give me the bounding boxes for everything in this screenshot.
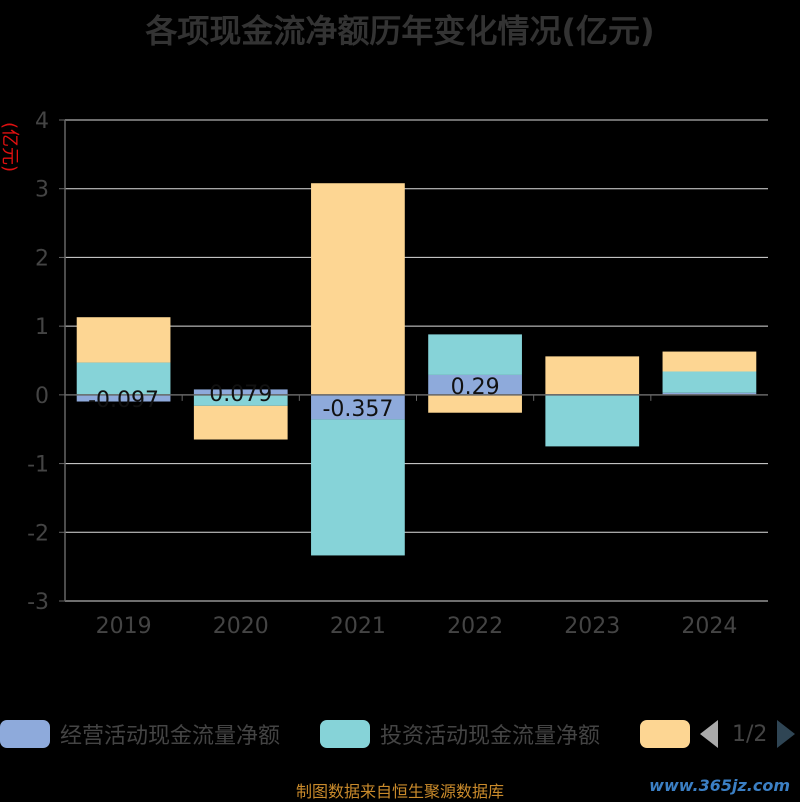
bar-2020-s2 [193, 405, 288, 440]
bar-2021-s2 [311, 183, 405, 395]
legend-item-operating[interactable]: 经营活动现金流量净额 [0, 716, 280, 752]
legend-label-operating: 经营活动现金流量净额 [60, 724, 281, 749]
data-label: -0.097 [88, 388, 159, 413]
bar-2019-s2 [76, 317, 171, 363]
bar-2020-s0 [193, 389, 288, 395]
legend-swatch-investing [320, 720, 370, 748]
watermark-logo: www.365jz.com [649, 776, 790, 795]
legend-pager: 1/2 [700, 716, 796, 752]
y-tick-label: 2 [35, 246, 49, 271]
bar-2022-s0 [428, 374, 522, 395]
data-label: 0.079 [209, 382, 272, 407]
x-tick-label: 2021 [330, 614, 386, 639]
bar-2021-s0 [311, 394, 405, 420]
bar-2019-s1 [76, 362, 171, 395]
bar-2022-s1 [428, 334, 522, 375]
legend-swatch-operating [0, 720, 50, 748]
y-tick-label: 4 [35, 109, 49, 134]
y-tick-label: -3 [27, 590, 49, 615]
y-tick-label: 3 [35, 178, 49, 203]
bar-2024-s0 [662, 392, 757, 395]
bar-2024-s1 [662, 371, 757, 393]
legend-item-third[interactable] [640, 716, 690, 752]
bar-2020-s1 [193, 394, 288, 406]
x-tick-label: 2019 [96, 614, 152, 639]
x-tick-label: 2024 [681, 614, 737, 639]
bar-2024-s2 [662, 351, 757, 372]
y-tick-label: 0 [35, 384, 49, 409]
x-tick-label: 2020 [213, 614, 269, 639]
legend: 经营活动现金流量净额 投资活动现金流量净额 1/2 [0, 716, 800, 756]
bar-2021-s1 [311, 419, 405, 556]
bar-2022-s2 [428, 394, 522, 413]
y-tick-label: -2 [27, 521, 49, 546]
data-label: -0.357 [322, 397, 393, 422]
legend-page-indicator: 1/2 [732, 721, 768, 747]
y-tick-label: 1 [35, 315, 49, 340]
x-tick-label: 2023 [564, 614, 620, 639]
bar-2023-s2 [545, 356, 640, 395]
data-label: 0.29 [451, 375, 500, 400]
bar-2019-s0 [76, 394, 171, 402]
chart-title: 各项现金流净额历年变化情况(亿元) [145, 12, 655, 50]
legend-swatch-third [640, 720, 690, 748]
source-footer: 制图数据来自恒生聚源数据库 [295, 782, 504, 801]
x-tick-label: 2022 [447, 614, 503, 639]
legend-label-investing: 投资活动现金流量净额 [380, 724, 601, 749]
y-tick-label: -1 [27, 453, 49, 478]
legend-item-investing[interactable]: 投资活动现金流量净额 [320, 716, 600, 752]
legend-next-page-icon[interactable] [777, 720, 796, 748]
bar-2023-s1 [545, 394, 640, 447]
legend-prev-page-icon[interactable] [700, 720, 718, 748]
